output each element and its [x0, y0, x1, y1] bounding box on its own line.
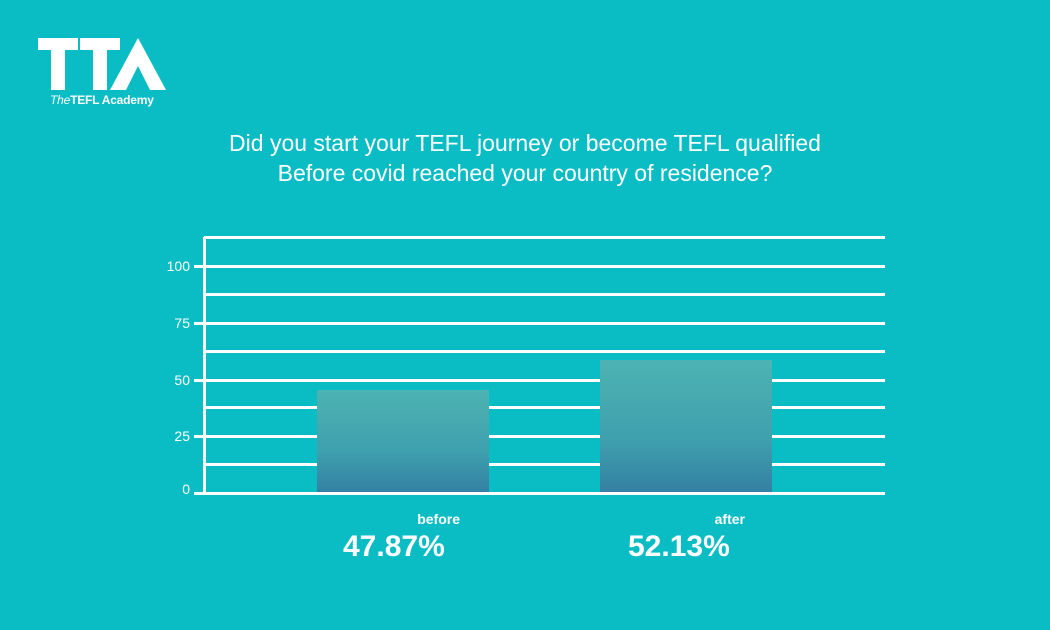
- gridline-100: [204, 265, 885, 268]
- y-label-50: 50: [174, 372, 190, 388]
- y-tick: [194, 379, 204, 382]
- gridline-50: [204, 379, 885, 382]
- category-label-before: before: [417, 511, 460, 527]
- y-label-75: 75: [174, 315, 190, 331]
- gridline-25: [204, 435, 885, 438]
- tta-logo-icon: [38, 38, 166, 90]
- gridline: [204, 350, 885, 353]
- logo: TheTEFL Academy: [38, 38, 168, 110]
- logo-text: TheTEFL Academy: [50, 93, 154, 107]
- bar-after: [600, 360, 772, 492]
- logo-the: The: [50, 93, 71, 107]
- y-label-100: 100: [166, 258, 190, 274]
- logo-brand: TEFL Academy: [70, 93, 154, 107]
- y-label-0: 0: [182, 481, 190, 497]
- gridline: [204, 293, 885, 296]
- y-axis: [203, 237, 206, 495]
- title-line-2: Before covid reached your country of res…: [277, 160, 773, 186]
- gridline: [204, 236, 885, 239]
- gridline: [204, 406, 885, 409]
- chart-title: Did you start your TEFL journey or becom…: [0, 128, 1050, 188]
- bar-before: [317, 390, 489, 492]
- y-tick: [194, 322, 204, 325]
- y-tick: [194, 265, 204, 268]
- value-label-before: 47.87%: [343, 530, 445, 563]
- gridline-75: [204, 322, 885, 325]
- gridline-0: [204, 492, 885, 495]
- y-label-25: 25: [174, 428, 190, 444]
- gridline: [204, 463, 885, 466]
- title-line-1: Did you start your TEFL journey or becom…: [229, 130, 821, 156]
- value-label-after: 52.13%: [628, 530, 730, 563]
- category-label-after: after: [714, 511, 745, 527]
- y-tick: [194, 435, 204, 438]
